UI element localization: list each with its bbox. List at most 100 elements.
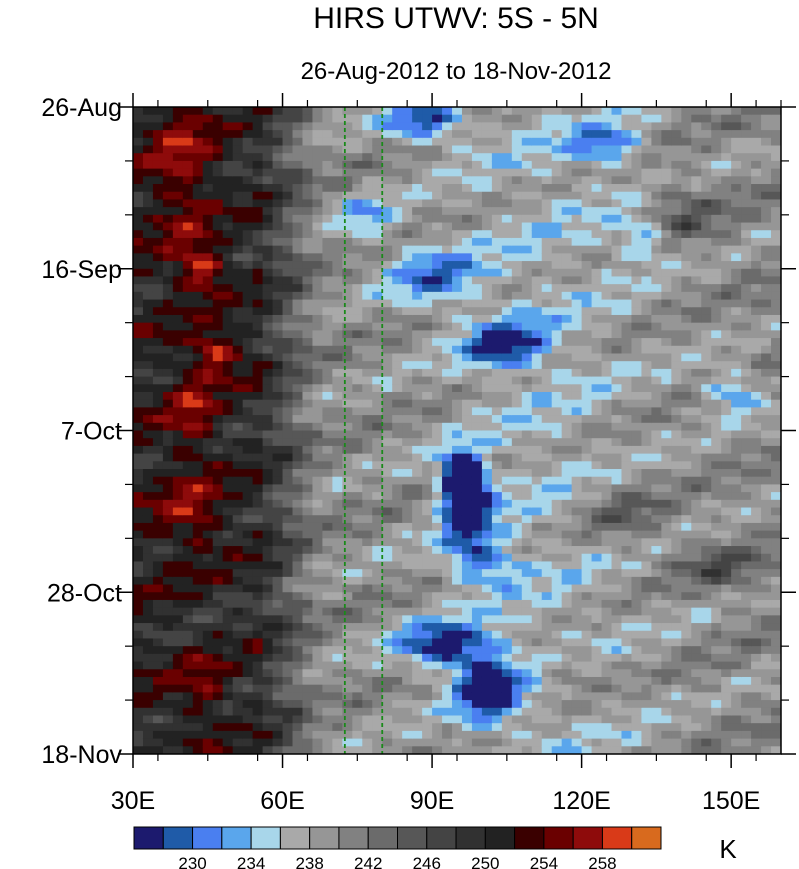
- heatmap-cell: [531, 630, 543, 640]
- heatmap-cell: [402, 546, 413, 555]
- heatmap-cell: [412, 484, 423, 493]
- heatmap-cell: [661, 469, 672, 478]
- heatmap-cell: [681, 384, 692, 393]
- heatmap-cell: [561, 692, 573, 701]
- heatmap-cell: [551, 291, 563, 301]
- heatmap-cell: [611, 438, 623, 447]
- heatmap-cell: [631, 214, 643, 224]
- heatmap-cell: [412, 723, 423, 732]
- heatmap-cell: [262, 638, 274, 647]
- heatmap-cell: [282, 284, 294, 293]
- heatmap-cell: [621, 599, 633, 609]
- heatmap-cell: [631, 145, 643, 154]
- heatmap-cell: [302, 669, 314, 678]
- heatmap-cell: [422, 553, 433, 563]
- heatmap-cell: [661, 746, 672, 754]
- heatmap-cell: [701, 176, 712, 185]
- heatmap-cell: [142, 338, 154, 347]
- heatmap-cell: [242, 214, 254, 224]
- heatmap-cell: [402, 191, 413, 201]
- heatmap-cell: [551, 184, 563, 193]
- heatmap-cell: [282, 723, 294, 732]
- heatmap-cell: [392, 469, 403, 478]
- heatmap-cell: [681, 623, 692, 632]
- heatmap-cell: [491, 469, 503, 478]
- heatmap-cell: [432, 122, 443, 131]
- heatmap-cell: [192, 353, 204, 362]
- heatmap-cell: [481, 492, 493, 501]
- heatmap-cell: [691, 338, 702, 347]
- heatmap-cell: [601, 700, 613, 709]
- heatmap-cell: [561, 530, 573, 539]
- heatmap-cell: [501, 391, 513, 401]
- heatmap-cell: [511, 338, 523, 347]
- heatmap-cell: [172, 307, 184, 316]
- heatmap-cell: [152, 284, 164, 293]
- heatmap-cell: [571, 707, 583, 717]
- heatmap-cell: [302, 715, 314, 724]
- heatmap-cell: [442, 168, 453, 177]
- heatmap-cell: [671, 245, 682, 254]
- heatmap-cell: [192, 623, 204, 632]
- heatmap-cell: [372, 276, 383, 285]
- heatmap-cell: [461, 546, 473, 555]
- heatmap-cell: [422, 584, 433, 593]
- heatmap-cell: [681, 399, 692, 408]
- heatmap-cell: [202, 484, 214, 493]
- heatmap-cell: [551, 299, 563, 308]
- heatmap-cell: [631, 199, 643, 208]
- heatmap-cell: [262, 330, 274, 339]
- heatmap-cell: [133, 307, 144, 316]
- heatmap-cell: [372, 569, 383, 578]
- heatmap-cell: [631, 653, 643, 663]
- heatmap-cell: [621, 391, 633, 401]
- heatmap-cell: [691, 546, 702, 555]
- heatmap-cell: [352, 130, 363, 139]
- heatmap-cell: [661, 638, 672, 647]
- heatmap-cell: [551, 268, 563, 278]
- heatmap-cell: [322, 307, 333, 316]
- heatmap-cell: [172, 376, 184, 385]
- heatmap-cell: [133, 137, 144, 147]
- heatmap-cell: [342, 676, 353, 686]
- heatmap-cell: [691, 307, 702, 316]
- heatmap-cell: [332, 592, 343, 601]
- heatmap-cell: [372, 245, 383, 254]
- heatmap-cell: [461, 492, 473, 501]
- heatmap-cell: [402, 353, 413, 362]
- heatmap-cell: [581, 176, 593, 185]
- heatmap-cell: [621, 746, 633, 754]
- heatmap-cell: [442, 653, 453, 663]
- heatmap-cell: [282, 153, 294, 162]
- heatmap-cell: [302, 338, 314, 347]
- heatmap-cell: [282, 399, 294, 408]
- heatmap-cell: [511, 345, 523, 355]
- heatmap-cell: [651, 584, 662, 593]
- heatmap-cell: [222, 661, 234, 670]
- heatmap-cell: [422, 153, 433, 162]
- heatmap-cell: [332, 638, 343, 647]
- heatmap-cell: [501, 184, 513, 193]
- heatmap-cell: [133, 384, 144, 393]
- heatmap-cell: [521, 314, 533, 324]
- heatmap-cell: [133, 168, 144, 177]
- heatmap-cell: [282, 569, 294, 578]
- heatmap-cell: [242, 530, 254, 539]
- heatmap-cell: [501, 261, 513, 270]
- heatmap-cell: [142, 314, 154, 324]
- heatmap-cell: [342, 168, 353, 177]
- heatmap-cell: [402, 314, 413, 324]
- heatmap-cell: [372, 445, 383, 455]
- heatmap-cell: [531, 253, 543, 262]
- heatmap-cell: [591, 176, 603, 185]
- heatmap-cell: [551, 130, 563, 139]
- heatmap-cell: [182, 476, 194, 486]
- heatmap-cell: [162, 561, 174, 570]
- heatmap-cell: [621, 484, 633, 493]
- heatmap-cell: [641, 599, 652, 609]
- heatmap-cell: [262, 676, 274, 686]
- heatmap-cell: [511, 107, 523, 116]
- heatmap-cell: [222, 368, 234, 378]
- heatmap-cell: [202, 268, 214, 278]
- heatmap-cell: [561, 376, 573, 385]
